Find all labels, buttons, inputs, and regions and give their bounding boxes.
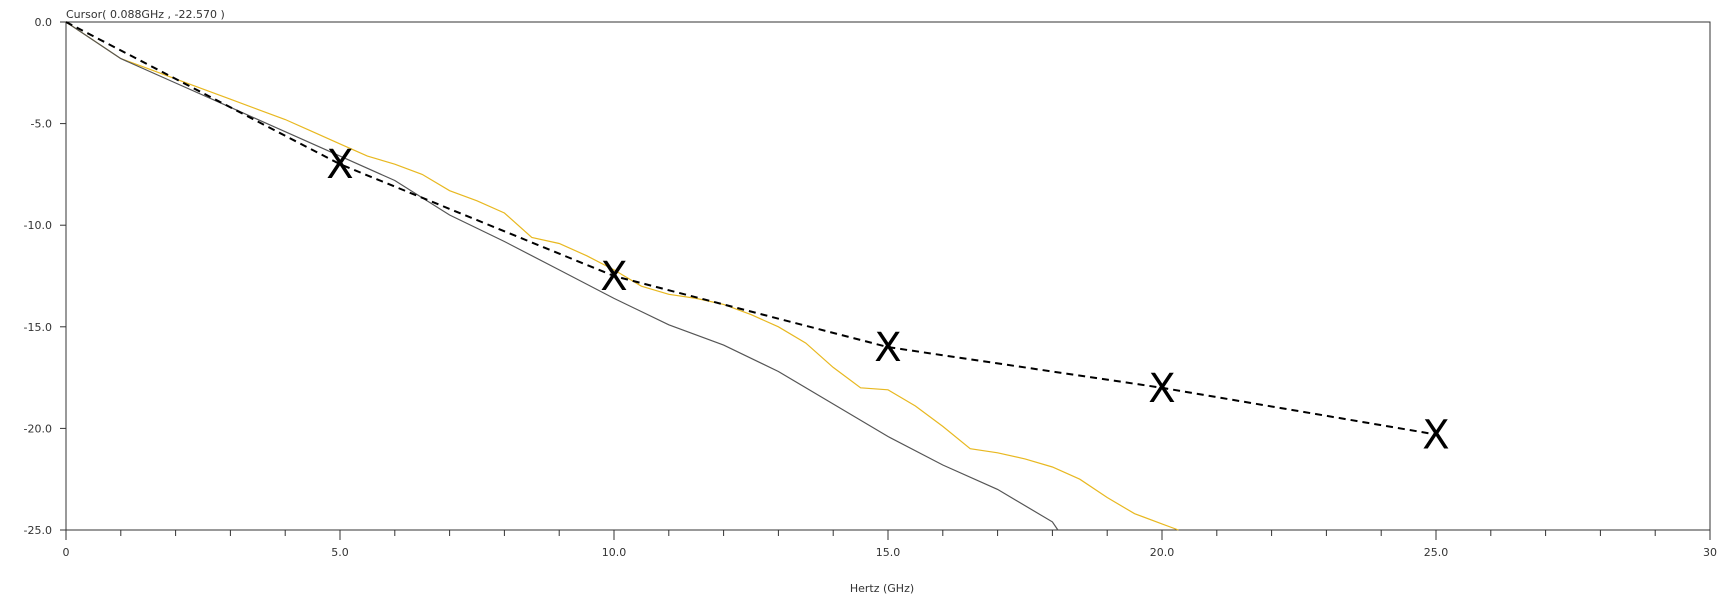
series-line-3 [65, 21, 1437, 436]
x-tick-label: 15.0 [876, 546, 901, 559]
y-tick-label: 0.0 [35, 16, 53, 29]
series-line-1 [65, 21, 1179, 531]
x-axis-title: Hertz (GHz) [850, 582, 914, 595]
x-tick-label: 30 [1703, 546, 1717, 559]
marker-layer: X X X X X [326, 142, 1449, 458]
y-axis-ticks: 0.0 -5.0 -10.0 -15.0 -20.0 -25.0 [24, 16, 66, 537]
cursor-readout: Cursor( 0.088GHz , -22.570 ) [66, 8, 225, 21]
x-tick-label: 5.0 [331, 546, 349, 559]
x-marker: X [1148, 366, 1175, 412]
y-tick-label: -10.0 [24, 219, 52, 232]
x-tick-label: 20.0 [1150, 546, 1175, 559]
x-marker: X [326, 142, 353, 188]
x-tick-label: 25.0 [1424, 546, 1449, 559]
x-tick-label: 0 [63, 546, 70, 559]
series-layer [65, 21, 1437, 531]
y-tick-label: -15.0 [24, 321, 52, 334]
x-marker: X [874, 325, 901, 371]
x-marker: X [1422, 412, 1449, 458]
x-tick-label: 10.0 [602, 546, 627, 559]
x-axis-ticks: 0 5.0 10.0 15.0 20.0 25.0 30 [63, 530, 1717, 559]
y-tick-label: -25.0 [24, 524, 52, 537]
y-tick-label: -20.0 [24, 422, 52, 435]
y-tick-label: -5.0 [31, 118, 52, 131]
x-marker: X [600, 254, 627, 300]
